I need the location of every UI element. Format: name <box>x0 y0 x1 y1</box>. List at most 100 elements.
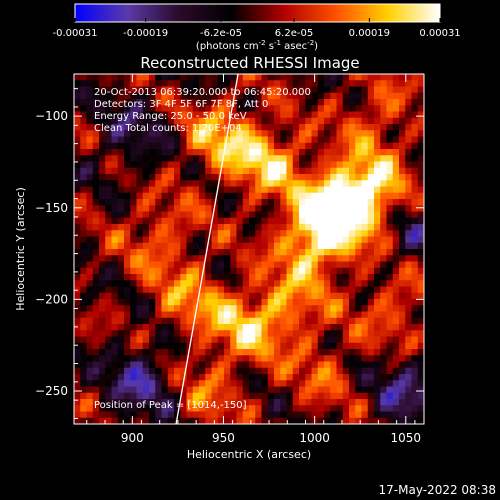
heatmap-cell <box>86 242 94 250</box>
heatmap-cell <box>111 124 119 131</box>
heatmap-cell <box>255 386 262 394</box>
heatmap-cell <box>111 174 119 181</box>
heatmap-cell <box>355 80 362 87</box>
heatmap-cell <box>180 224 187 231</box>
heatmap-cell <box>280 342 287 350</box>
heatmap-cell <box>411 186 419 194</box>
heatmap-cell <box>217 255 225 262</box>
heatmap-cell <box>324 167 331 175</box>
heatmap-cell <box>311 86 319 94</box>
heatmap-cell <box>149 149 156 156</box>
heatmap-cell <box>286 336 294 344</box>
heatmap-cell <box>130 299 137 306</box>
heatmap-cell <box>136 74 144 81</box>
heatmap-cell <box>167 317 175 325</box>
heatmap-cell <box>374 324 381 331</box>
heatmap-cell <box>299 149 306 156</box>
heatmap-cell <box>155 180 162 187</box>
heatmap-cell <box>130 267 137 275</box>
heatmap-cell <box>236 386 244 394</box>
heatmap-cell <box>392 86 400 94</box>
heatmap-cell <box>99 255 106 262</box>
heatmap-cell <box>330 86 337 94</box>
heatmap-cell <box>111 417 119 424</box>
heatmap-cell <box>149 124 156 131</box>
heatmap-cell <box>180 267 187 275</box>
heatmap-cell <box>311 192 319 200</box>
heatmap-cell <box>242 311 250 319</box>
heatmap-cell <box>211 367 219 375</box>
heatmap-cell <box>349 336 356 344</box>
heatmap-cell <box>205 155 212 162</box>
heatmap-cell <box>355 305 362 312</box>
heatmap-cell <box>217 117 225 125</box>
heatmap-cell <box>311 411 319 419</box>
heatmap-cell <box>255 355 262 362</box>
heatmap-cell <box>330 124 337 131</box>
heatmap-cell <box>324 99 331 106</box>
heatmap-cell <box>142 217 150 225</box>
heatmap-cell <box>74 124 81 131</box>
heatmap-cell <box>405 417 412 424</box>
heatmap-cell <box>249 417 256 424</box>
heatmap-cell <box>124 255 131 262</box>
heatmap-cell <box>255 155 262 162</box>
heatmap-cell <box>274 192 281 200</box>
heatmap-cell <box>386 292 394 300</box>
heatmap-cell <box>105 249 112 256</box>
heatmap-cell <box>299 386 306 394</box>
heatmap-cell <box>167 242 175 250</box>
heatmap-cell <box>205 230 212 237</box>
heatmap-cell <box>217 124 225 131</box>
heatmap-cell <box>392 261 400 269</box>
heatmap-cell <box>361 199 369 206</box>
heatmap-cell <box>136 236 144 244</box>
heatmap-cell <box>217 105 225 112</box>
heatmap-cell <box>242 211 250 219</box>
heatmap-cell <box>117 280 125 287</box>
heatmap-cell <box>324 161 331 169</box>
heatmap-cell <box>374 199 381 206</box>
heatmap-cell <box>280 255 287 262</box>
heatmap-cell <box>417 136 424 144</box>
heatmap-cell <box>99 236 106 244</box>
heatmap-cell <box>211 236 219 244</box>
heatmap-cell <box>274 399 281 406</box>
heatmap-cell <box>236 236 244 244</box>
heatmap-cell <box>367 336 375 344</box>
heatmap-cell <box>342 180 350 187</box>
heatmap-cell <box>149 99 156 106</box>
heatmap-cell <box>242 186 250 194</box>
heatmap-cell <box>217 92 225 100</box>
heatmap-cell <box>155 230 162 237</box>
heatmap-cell <box>217 217 225 225</box>
heatmap-cell <box>249 311 256 319</box>
heatmap-cell <box>292 130 300 137</box>
heatmap-cell <box>386 361 394 369</box>
heatmap-cell <box>405 192 412 200</box>
heatmap-cell <box>174 405 181 412</box>
heatmap-cell <box>211 311 219 319</box>
heatmap-cell <box>417 211 424 219</box>
heatmap-cell <box>180 136 187 144</box>
heatmap-cell <box>292 92 300 100</box>
heatmap-cell <box>405 324 412 331</box>
heatmap-cell <box>136 367 144 375</box>
heatmap-cell <box>374 349 381 356</box>
heatmap-cell <box>86 392 94 400</box>
heatmap-cell <box>367 249 375 256</box>
heatmap-cell <box>217 292 225 300</box>
heatmap-cell <box>399 324 406 331</box>
heatmap-cell <box>355 355 362 362</box>
heatmap-cell <box>80 367 87 375</box>
heatmap-cell <box>105 161 112 169</box>
heatmap-cell <box>136 324 144 331</box>
heatmap-cell <box>192 155 200 162</box>
heatmap-cell <box>380 392 387 400</box>
heatmap-cell <box>411 92 419 100</box>
heatmap-cell <box>180 149 187 156</box>
heatmap-cell <box>80 149 87 156</box>
heatmap-cell <box>155 211 162 219</box>
heatmap-cell <box>161 399 169 406</box>
heatmap-cell <box>230 292 237 300</box>
